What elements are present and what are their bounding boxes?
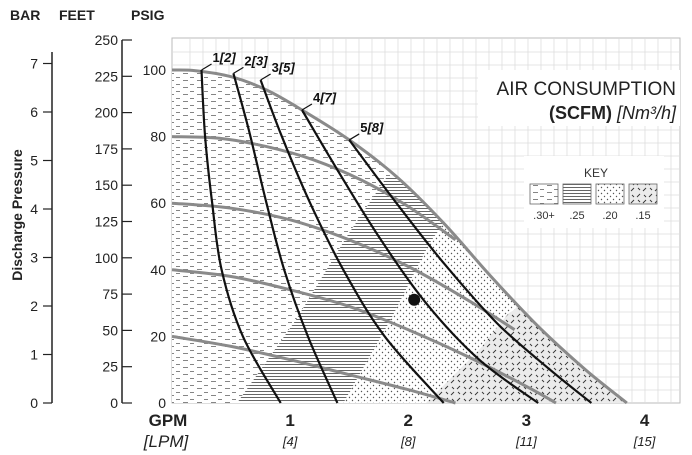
air-curve-2: [232, 73, 339, 404]
bar-tick-label: 4: [30, 201, 38, 217]
pressure-curve: [171, 334, 456, 405]
bar-tick-label: 0: [30, 395, 38, 411]
x-tick-label-gpm: 3: [522, 411, 531, 430]
air-curve-leader: [233, 66, 244, 74]
air-curve-label: 5[8]: [360, 120, 384, 135]
x-tick-label-gpm: 1: [285, 411, 294, 430]
air-curve-1: [200, 69, 282, 404]
air-curve-4: [301, 109, 539, 404]
psig-tick-label: 80: [150, 129, 166, 145]
air-curve-5: [348, 139, 593, 404]
feet-tick-label: 25: [102, 359, 118, 375]
x-axis-label-lpm: [LPM]: [143, 432, 190, 451]
psig-tick-label: 100: [143, 62, 167, 78]
bar-tick-label: 1: [30, 347, 38, 363]
psig-tick-label: 0: [158, 395, 166, 411]
feet-tick-label: 100: [95, 250, 119, 266]
envelope-curve: [171, 68, 628, 405]
x-axis: GPM [LPM] 1 [4] 2 [8] 3 [11] 4 [15]: [143, 411, 656, 451]
x-tick-label-lpm: [15]: [633, 434, 656, 449]
psig-tick-label: 40: [150, 262, 166, 278]
bar-tick-label: 5: [30, 153, 38, 169]
key-label: .25: [569, 210, 584, 222]
air-curve-leader: [260, 73, 271, 81]
key-title: KEY: [584, 166, 608, 180]
air-curve-label: 3[5]: [272, 60, 296, 75]
psig-tick-label: 60: [150, 195, 166, 211]
feet-tick-label: 150: [95, 177, 119, 193]
air-curve-label: 4[7]: [313, 90, 337, 105]
air-curve-label: 1[2]: [213, 50, 237, 65]
left-axes: BAR FEET PSIG Discharge Pressure 0 1 2 3 4 5 6…: [9, 7, 166, 411]
feet-tick-label: 175: [95, 141, 119, 157]
psig-tick-label: 20: [150, 328, 166, 344]
feet-tick-label: 250: [95, 32, 119, 48]
air-curve-label: 2[3]: [244, 53, 268, 68]
feet-tick-label: 125: [95, 214, 119, 230]
x-tick-label-gpm: 4: [640, 411, 650, 430]
psig-axis-header: PSIG: [131, 7, 165, 23]
chart-title: AIR CONSUMPTION: [497, 79, 676, 100]
pressure-curves: [171, 135, 557, 405]
feet-tick-label: 0: [110, 395, 118, 411]
feet-tick-label: 75: [102, 286, 118, 302]
chart-subtitle: (SCFM) [Nm³/h]: [549, 103, 677, 123]
y-axis-label: Discharge Pressure: [9, 149, 25, 281]
air-curve-leader: [348, 133, 360, 141]
feet-axis-header: FEET: [59, 7, 95, 23]
bar-tick-label: 6: [30, 104, 38, 120]
air-consumption-curves: 1[2] 2[3] 3[5] 4[7] 5[8]: [200, 50, 593, 404]
feet-tick-label: 225: [95, 68, 119, 84]
feet-tick-label: 200: [95, 105, 119, 121]
bar-tick-label: 7: [30, 56, 38, 72]
bar-axis-header: BAR: [10, 7, 40, 23]
key-label: .30+: [533, 210, 555, 222]
key-legend: KEY .30+ .25 .20 .15: [524, 156, 664, 228]
key-label: .15: [635, 210, 650, 222]
title-box: [478, 70, 680, 126]
x-tick-label-lpm: [8]: [400, 434, 416, 449]
bar-tick-label: 3: [30, 250, 38, 266]
x-tick-label-gpm: 2: [404, 411, 413, 430]
key-label: .20: [602, 210, 617, 222]
key-swatch: [529, 183, 559, 205]
pressure-curve: [171, 201, 516, 331]
air-curve-leader: [201, 63, 212, 71]
key-swatch: [628, 183, 658, 205]
x-tick-label-lpm: [4]: [282, 434, 298, 449]
key-swatch: [595, 183, 625, 205]
pressure-curve: [171, 268, 557, 405]
operating-point: [408, 293, 421, 306]
air-curve-leader: [301, 103, 313, 111]
x-tick-label-lpm: [11]: [515, 434, 537, 449]
x-axis-label-gpm: GPM: [149, 411, 188, 430]
key-swatch: [562, 183, 592, 205]
air-curve-3: [259, 79, 445, 404]
pressure-curve: [171, 135, 457, 242]
bar-tick-label: 2: [30, 298, 38, 314]
feet-tick-label: 50: [102, 322, 118, 338]
